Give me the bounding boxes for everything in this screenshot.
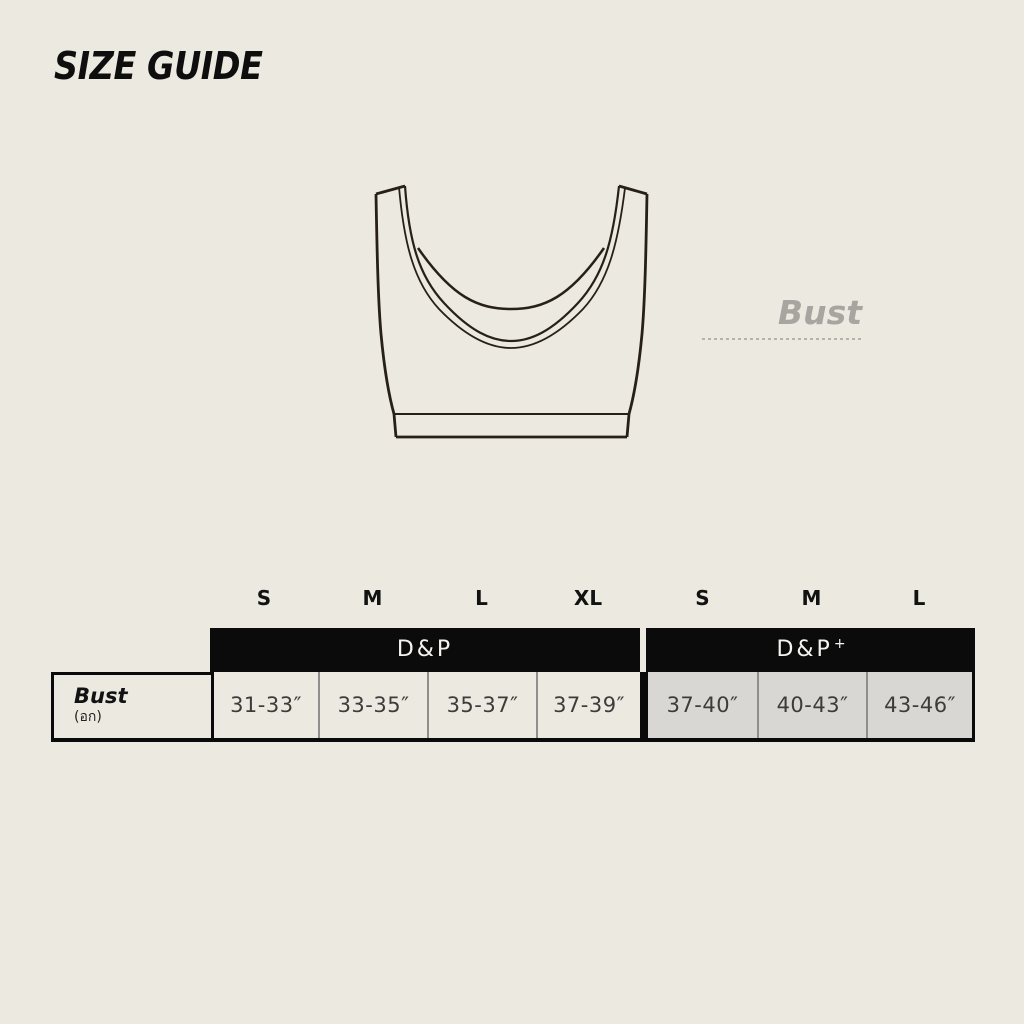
- size-label-dp-s: S: [256, 586, 272, 610]
- bust-value-dpp-l: 43-46″: [866, 672, 972, 738]
- row-header-bust-label: Bust: [74, 684, 128, 708]
- bust-value-dpp-s: 37-40″: [648, 672, 757, 738]
- row-header-bust: Bust (อก): [51, 672, 214, 742]
- page-title: SIZE GUIDE: [54, 44, 263, 88]
- table-right-border: [972, 672, 975, 738]
- bra-front-neckline: [403, 185, 621, 343]
- bust-value-dp-xl: 37-39″: [536, 672, 640, 738]
- group-header-dp-plus-sup: +: [833, 636, 846, 652]
- size-label-dpp-s: S: [695, 586, 710, 610]
- group-header-dp-plus-label: D&P: [776, 637, 833, 662]
- bust-value-dpp-m: 40-43″: [757, 672, 866, 738]
- bra-strap-top-right: [618, 184, 648, 196]
- size-label-dp-m: M: [362, 586, 383, 610]
- group-header-dp-label: D&P: [396, 637, 454, 662]
- bust-value-dp-s: 31-33″: [214, 672, 318, 738]
- bust-annotation-dashed-line: [702, 338, 863, 340]
- row-header-bust-sublabel: (อก): [74, 709, 102, 725]
- group-header-dp-plus: D&P+: [646, 628, 975, 672]
- table-bottom-border: [51, 738, 975, 742]
- bra-back-neckline: [416, 247, 606, 311]
- bra-outline-left: [374, 193, 398, 438]
- bra-outline-right: [625, 193, 649, 438]
- group-divider: [640, 672, 648, 738]
- group-header-dp: D&P: [210, 628, 640, 672]
- bra-illustration: [374, 184, 649, 439]
- size-label-dpp-m: M: [801, 586, 822, 610]
- bra-strap-top-left: [375, 184, 406, 196]
- size-label-dp-l: L: [475, 586, 488, 610]
- bust-value-dp-l: 35-37″: [427, 672, 536, 738]
- bust-annotation-label: Bust: [777, 293, 862, 332]
- bust-value-dp-m: 33-35″: [318, 672, 427, 738]
- size-label-dpp-l: L: [912, 586, 926, 610]
- size-label-dp-xl: XL: [573, 586, 603, 610]
- bra-neckline-binding: [398, 186, 626, 349]
